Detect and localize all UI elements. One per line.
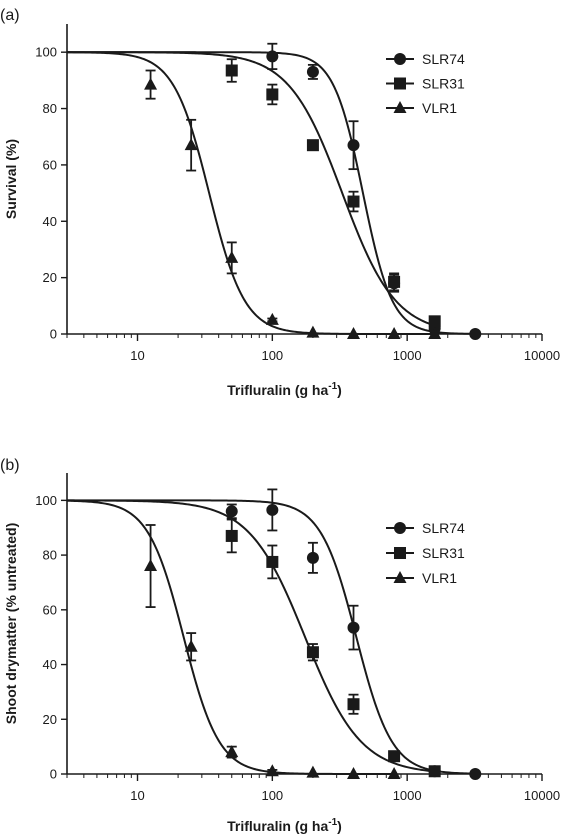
y-tick-label: 0 bbox=[50, 327, 57, 342]
legend-marker-slr31 bbox=[394, 547, 406, 559]
data-point-slr31 bbox=[347, 698, 360, 711]
x-tick-label: 10000 bbox=[524, 348, 560, 363]
data-point-vlr1 bbox=[144, 77, 158, 90]
data-point-slr31 bbox=[388, 275, 401, 288]
data-point-vlr1 bbox=[387, 327, 401, 339]
legend-marker-slr31 bbox=[394, 77, 406, 90]
data-point-slr74 bbox=[469, 328, 482, 340]
data-point-slr74 bbox=[266, 503, 279, 516]
panel-label: (b) bbox=[0, 457, 20, 474]
x-tick-label: 10 bbox=[130, 788, 144, 803]
data-point-slr31 bbox=[388, 750, 401, 763]
y-axis-title: Survival (%) bbox=[3, 139, 19, 219]
y-tick-label: 60 bbox=[43, 157, 57, 172]
y-tick-label: 60 bbox=[43, 602, 57, 617]
y-tick-label: 80 bbox=[43, 548, 57, 563]
data-point-slr31 bbox=[225, 529, 238, 542]
data-point-vlr1 bbox=[347, 767, 361, 779]
legend-marker-vlr1 bbox=[393, 101, 407, 113]
panel-label: (a) bbox=[0, 7, 20, 24]
data-point-slr31 bbox=[266, 555, 279, 568]
x-tick-label: 10000 bbox=[524, 788, 560, 803]
legend-marker-vlr1 bbox=[393, 571, 407, 583]
data-point-slr31 bbox=[266, 88, 279, 101]
y-tick-label: 80 bbox=[43, 101, 57, 116]
data-point-slr31 bbox=[306, 646, 319, 659]
legend-label: SLR31 bbox=[422, 76, 465, 92]
data-point-vlr1 bbox=[265, 764, 279, 777]
x-axis-title: Trifluralin (g ha-1) bbox=[227, 817, 342, 834]
legend-label: SLR31 bbox=[422, 545, 465, 561]
x-tick-label: 100 bbox=[261, 788, 283, 803]
data-point-vlr1 bbox=[265, 312, 279, 325]
legend-label: VLR1 bbox=[422, 100, 457, 116]
data-point-vlr1 bbox=[184, 138, 198, 151]
y-tick-label: 100 bbox=[35, 493, 57, 508]
data-point-slr31 bbox=[306, 139, 319, 152]
data-point-vlr1 bbox=[225, 745, 239, 758]
legend-label: SLR74 bbox=[422, 51, 465, 67]
data-point-slr31 bbox=[428, 765, 441, 778]
x-tick-label: 10 bbox=[130, 348, 144, 363]
y-tick-label: 20 bbox=[43, 712, 57, 727]
y-tick-label: 20 bbox=[43, 270, 57, 285]
data-point-vlr1 bbox=[306, 765, 320, 778]
fit-curve-slr74 bbox=[67, 499, 476, 775]
legend-marker-slr74 bbox=[394, 522, 406, 534]
x-tick-label: 1000 bbox=[393, 348, 422, 363]
fit-curve-slr31 bbox=[67, 499, 435, 773]
y-tick-label: 100 bbox=[35, 45, 57, 60]
data-point-slr74 bbox=[306, 65, 319, 78]
data-point-vlr1 bbox=[184, 639, 198, 652]
data-point-slr74 bbox=[347, 139, 360, 152]
x-tick-label: 100 bbox=[261, 348, 283, 363]
data-point-slr74 bbox=[266, 50, 279, 63]
x-tick-label: 1000 bbox=[393, 788, 422, 803]
data-point-slr74 bbox=[347, 621, 360, 634]
y-axis-title: Shoot drymatter (% untreated) bbox=[3, 523, 19, 724]
chart-panel-a: (a) 0 20 40 60 80 100 10 100 1000 10000 Trifluralin… bbox=[0, 7, 560, 398]
fit-curve-slr31 bbox=[67, 51, 435, 327]
legend-marker-slr74 bbox=[394, 53, 406, 65]
data-point-slr74 bbox=[225, 505, 238, 518]
data-point-slr31 bbox=[225, 64, 238, 77]
data-point-slr74 bbox=[469, 768, 482, 780]
chart-panel-b: (b) 0 20 40 60 80 100 10 100 1000 10000 Trifluralin… bbox=[0, 457, 560, 834]
data-point-vlr1 bbox=[144, 559, 158, 572]
y-tick-label: 40 bbox=[43, 657, 57, 672]
legend-label: VLR1 bbox=[422, 570, 457, 586]
data-point-slr31 bbox=[347, 195, 360, 208]
data-point-slr31 bbox=[428, 315, 441, 328]
data-point-vlr1 bbox=[347, 327, 361, 339]
data-point-vlr1 bbox=[387, 767, 401, 779]
fit-curve-vlr1 bbox=[67, 51, 435, 335]
data-point-vlr1 bbox=[428, 327, 442, 339]
data-point-vlr1 bbox=[225, 250, 239, 263]
x-axis-title: Trifluralin (g ha-1) bbox=[227, 381, 342, 398]
y-tick-label: 0 bbox=[50, 767, 57, 782]
legend-label: SLR74 bbox=[422, 520, 465, 536]
data-point-slr74 bbox=[306, 551, 319, 564]
data-point-vlr1 bbox=[306, 325, 320, 338]
y-tick-label: 40 bbox=[43, 214, 57, 229]
